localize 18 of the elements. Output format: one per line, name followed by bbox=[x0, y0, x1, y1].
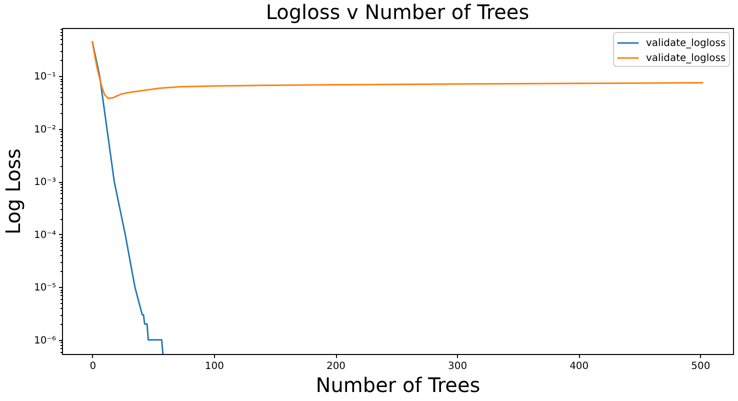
y-tick-label: 10⁻⁴ bbox=[34, 230, 56, 241]
x-tick-label: 200 bbox=[326, 361, 346, 372]
y-tick-label: 10⁻³ bbox=[34, 177, 56, 188]
y-tick-label: 10⁻¹ bbox=[34, 72, 56, 83]
x-tick-label: 400 bbox=[570, 361, 589, 372]
x-tick-label: 500 bbox=[691, 361, 710, 372]
x-tick-label: 100 bbox=[204, 361, 224, 372]
x-tick-label: 0 bbox=[90, 361, 96, 372]
legend-label: validate_logloss bbox=[646, 38, 726, 49]
y-tick-label: 10⁻² bbox=[34, 124, 56, 136]
y-tick-label: 10⁻⁵ bbox=[34, 282, 56, 294]
legend-label: validate_logloss bbox=[646, 53, 726, 64]
y-tick-label: 10⁻⁶ bbox=[34, 335, 56, 346]
chart-title: Logloss v Number of Trees bbox=[266, 0, 530, 24]
x-tick-label: 300 bbox=[448, 361, 468, 372]
y-axis-title: Log Loss bbox=[0, 148, 25, 234]
x-axis-title: Number of Trees bbox=[316, 373, 480, 397]
line-series bbox=[92, 40, 164, 354]
